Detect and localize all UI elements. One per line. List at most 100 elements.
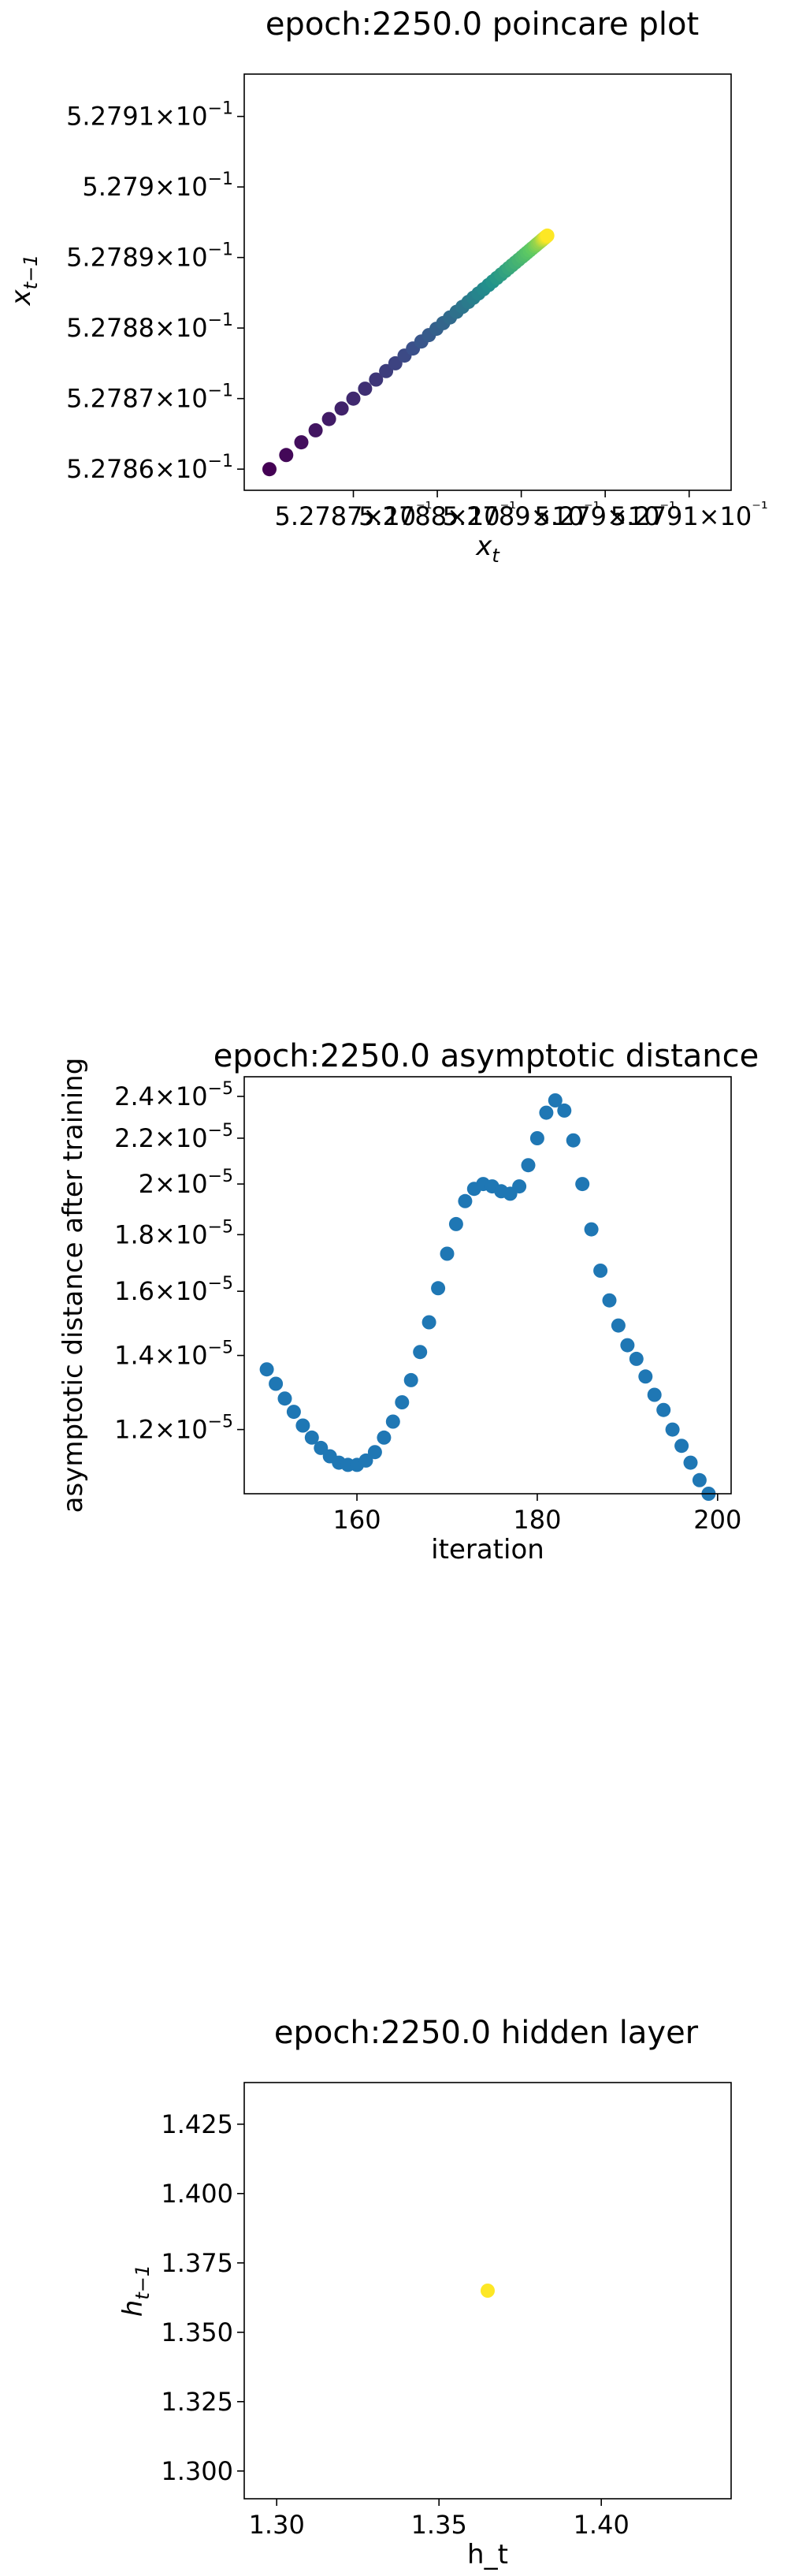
data-point (413, 1345, 428, 1360)
data-point (294, 435, 309, 450)
data-point (647, 1387, 662, 1402)
y-tick-label: 5.2786×10−1 (66, 452, 233, 484)
data-point (521, 1158, 536, 1173)
x-tick-label: 5.2787×10⁻¹ (275, 499, 433, 531)
data-point (259, 1362, 274, 1377)
data-point (512, 1179, 527, 1194)
y-axis-label: asymptotic distance after training (58, 1058, 89, 1513)
plot-frame (243, 73, 732, 491)
data-point (279, 448, 294, 463)
y-tick-label: 5.2789×10−1 (66, 240, 233, 273)
data-point (334, 401, 349, 416)
x-axis-label: h_t (467, 2539, 508, 2570)
data-points (481, 2284, 495, 2298)
y-tick-label: 1.400 (161, 2179, 233, 2209)
data-point (593, 1264, 608, 1278)
y-tick-label: 1.325 (161, 2387, 233, 2417)
data-point (683, 1455, 698, 1470)
x-axis-label: xt (475, 530, 500, 567)
data-point (602, 1293, 617, 1308)
data-point (358, 382, 373, 396)
y-tick-label: 1.6×10−5 (114, 1274, 233, 1306)
plot-frame (243, 2082, 732, 2500)
x-axis-label: iteration (431, 1534, 544, 1565)
data-point (548, 1093, 563, 1107)
y-tick-label: 1.425 (161, 2109, 233, 2139)
x-tick-label: 1.40 (574, 2510, 629, 2540)
data-point (377, 1430, 392, 1445)
data-points (259, 1093, 716, 1501)
data-point (304, 1430, 319, 1445)
data-point (369, 372, 384, 387)
y-tick-label: 1.300 (161, 2456, 233, 2486)
data-point (346, 391, 361, 406)
poincare-plot: epoch:2250.0 poincare plot5.2787×10⁻¹5.2… (6, 6, 768, 567)
data-points (262, 228, 555, 477)
y-tick-label: 1.2×10−5 (114, 1413, 233, 1445)
y-tick-label: 2.2×10−5 (114, 1121, 233, 1153)
data-point (286, 1405, 301, 1420)
x-axis: 5.2787×10⁻¹5.2788×10⁻¹5.2789×10⁻¹5.279×1… (275, 490, 768, 531)
data-point (367, 1445, 382, 1460)
data-point (440, 1246, 455, 1261)
x-tick-label: 1.35 (411, 2510, 467, 2540)
data-point (458, 1193, 473, 1208)
data-point (321, 411, 336, 426)
data-point (584, 1222, 599, 1237)
y-tick-label: 5.279×10−1 (82, 169, 233, 202)
x-axis: 160 180 200 (333, 1494, 741, 1535)
x-tick-label: 180 (513, 1505, 561, 1535)
chart-title: epoch:2250.0 poincare plot (266, 6, 699, 43)
y-tick-label: 2×10−5 (139, 1167, 233, 1199)
data-point (448, 1216, 463, 1231)
y-tick-label: 1.350 (161, 2317, 233, 2347)
data-point (262, 462, 277, 477)
x-tick-label: 1.30 (249, 2510, 305, 2540)
data-point (277, 1391, 292, 1406)
data-point (539, 1105, 554, 1120)
x-tick-label: 5.2789×10⁻¹ (443, 499, 600, 531)
data-point (308, 423, 323, 437)
data-point (431, 1281, 446, 1296)
data-point (575, 1177, 590, 1192)
y-tick-label: 5.2791×10−1 (66, 99, 233, 132)
chart-title: epoch:2250.0 hidden layer (274, 2015, 699, 2051)
data-point (295, 1418, 310, 1433)
y-tick-label: 1.375 (161, 2248, 233, 2278)
data-point (566, 1133, 581, 1148)
x-tick-label: 5.2791×10⁻¹ (611, 499, 768, 531)
data-point (611, 1318, 626, 1333)
data-point (665, 1422, 680, 1437)
y-tick-label: 1.4×10−5 (114, 1338, 233, 1371)
plot-frame (243, 1076, 732, 1495)
x-tick-label: 5.279×10⁻¹ (534, 499, 676, 531)
data-point (358, 1453, 373, 1468)
data-point (557, 1103, 572, 1118)
x-tick-label: 200 (693, 1505, 741, 1535)
data-point (421, 1315, 436, 1330)
y-tick-label: 5.2787×10−1 (66, 382, 233, 414)
data-point (385, 1414, 400, 1429)
y-tick-label: 1.8×10−5 (114, 1217, 233, 1249)
data-point (620, 1338, 635, 1353)
x-axis: 1.30 1.35 1.40 (249, 2499, 629, 2540)
y-axis-label: xt−1 (6, 255, 42, 307)
y-axis-label: ht−1 (117, 2265, 154, 2317)
data-point (638, 1369, 653, 1384)
data-point (540, 228, 555, 243)
data-point (629, 1351, 644, 1366)
data-point (481, 2284, 495, 2298)
y-axis: 5.2786×10−1 5.2787×10−1 5.2788×10−1 5.2789×… (66, 99, 244, 484)
x-tick-label: 160 (333, 1505, 381, 1535)
asymptotic-distance-plot: epoch:2250.0 asymptotic distance 160 180 20… (58, 1038, 759, 1565)
data-point (692, 1472, 707, 1487)
data-point (314, 1440, 329, 1455)
y-tick-label: 2.4×10−5 (114, 1079, 233, 1111)
y-axis: 1.300 1.325 1.350 1.375 1.400 1.425 (161, 2109, 244, 2486)
data-point (529, 1131, 544, 1145)
data-point (674, 1439, 689, 1454)
y-axis: 1.2×10−5 1.4×10−5 1.6×10−5 1.8×10−5 2×10−5 2.… (114, 1079, 244, 1445)
data-point (269, 1376, 284, 1391)
data-point (395, 1395, 410, 1409)
